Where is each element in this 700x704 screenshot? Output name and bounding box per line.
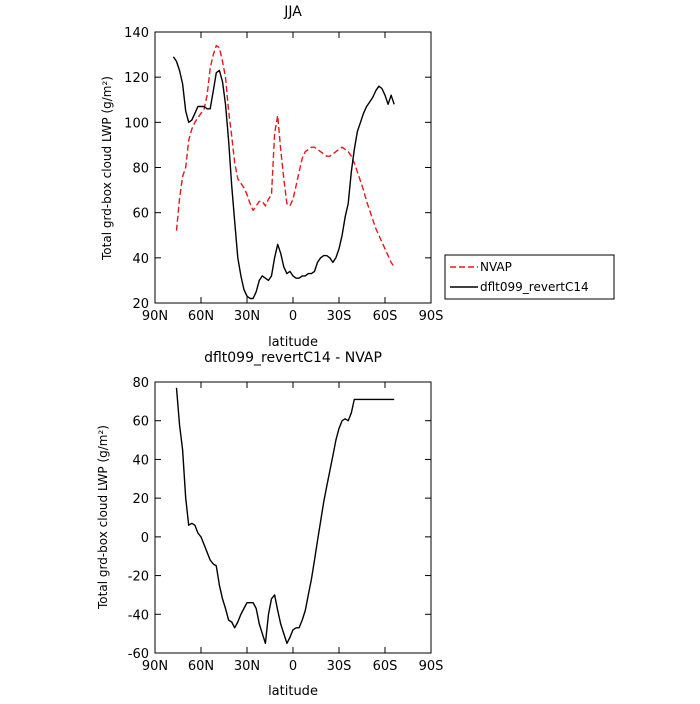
legend-label-nvap: NVAP [480, 260, 512, 274]
series-line-dflt099-revertc14 [172, 56, 395, 300]
x-tick-label: 30S [327, 659, 352, 674]
y-tick-label: 120 [124, 71, 149, 86]
x-tick-label: 30N [234, 659, 260, 674]
top-plot-area [172, 44, 395, 300]
y-tick-label: -60 [128, 647, 149, 662]
top-panel: JJA latitude Total grd-box cloud LWP (g/… [100, 4, 615, 350]
legend-box [444, 254, 615, 300]
legend-label-dflt099-revertc14: dflt099_revertC14 [480, 280, 589, 294]
bottom-x-ticks: 90N 60N 30N 0 30S 60S 90S [142, 382, 444, 674]
top-x-axis-label: latitude [268, 335, 318, 350]
x-tick-label: 60S [373, 659, 398, 674]
y-tick-label: 100 [124, 116, 149, 131]
top-y-ticks: 20 40 60 80 100 120 140 [124, 26, 431, 312]
y-tick-label: 80 [132, 376, 149, 391]
y-tick-label: 40 [132, 252, 149, 267]
bottom-panel: dflt099_revertC14 - NVAP latitude Total … [96, 350, 443, 699]
x-tick-label: 60N [188, 659, 214, 674]
y-tick-label: 80 [132, 162, 149, 177]
top-y-axis-label: Total grd-box cloud LWP (g/m²) [100, 76, 114, 261]
bottom-chart-title: dflt099_revertC14 - NVAP [204, 350, 382, 366]
x-tick-label: 60N [188, 309, 214, 324]
x-tick-label: 0 [289, 659, 297, 674]
top-chart-title: JJA [283, 4, 302, 20]
bottom-y-ticks: -60 -40 -20 0 20 40 60 80 [128, 376, 431, 662]
y-tick-label: 40 [132, 453, 149, 468]
x-tick-label: 90N [142, 659, 168, 674]
bottom-x-axis-label: latitude [268, 684, 318, 699]
series-line-nvap [175, 44, 395, 268]
series-line-difference [175, 387, 395, 644]
x-tick-label: 90S [419, 659, 444, 674]
x-tick-label: 0 [289, 309, 297, 324]
y-tick-label: 140 [124, 26, 149, 41]
y-tick-label: 20 [132, 492, 149, 507]
bottom-y-axis-label: Total grd-box cloud LWP (g/m²) [96, 425, 110, 610]
y-tick-label: -20 [128, 570, 149, 585]
legend: NVAP dflt099_revertC14 [444, 254, 615, 300]
y-tick-label: 20 [132, 297, 149, 312]
y-tick-label: 60 [132, 207, 149, 222]
x-tick-label: 90N [142, 309, 168, 324]
x-tick-label: 30N [234, 309, 260, 324]
y-tick-label: -40 [128, 608, 149, 623]
x-tick-label: 90S [419, 309, 444, 324]
y-tick-label: 0 [141, 531, 149, 546]
bottom-plot-area [175, 387, 395, 644]
top-x-ticks: 90N 60N 30N 0 30S 60S 90S [142, 32, 444, 324]
x-tick-label: 30S [327, 309, 352, 324]
y-tick-label: 60 [132, 415, 149, 430]
x-tick-label: 60S [373, 309, 398, 324]
